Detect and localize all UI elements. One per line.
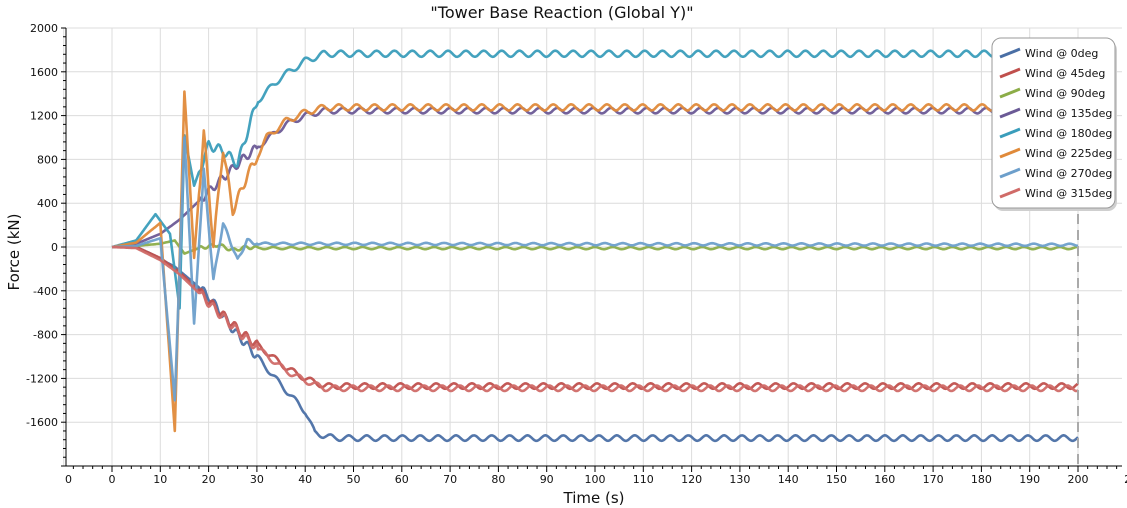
x-tick-label: 60: [395, 473, 409, 486]
y-tick-label: -1200: [26, 372, 58, 385]
legend-swatch: [999, 167, 1021, 179]
legend-swatch: [999, 187, 1021, 199]
y-axis-label: Force (kN): [5, 214, 23, 291]
x-tick-label: 130: [729, 473, 750, 486]
x-tick-label: 0: [109, 473, 116, 486]
x-tick-label: 70: [443, 473, 457, 486]
legend-swatch: [999, 67, 1021, 79]
series-group: [111, 49, 1079, 443]
x-tick-label: 150: [826, 473, 847, 486]
series-line-wind-45deg: [111, 245, 1079, 391]
series-line-wind-225deg: [111, 90, 1079, 433]
series-line-wind-180deg: [111, 49, 1079, 310]
y-tick-label: 2000: [30, 22, 58, 35]
legend-entry[interactable]: Wind @ 45deg: [1025, 67, 1105, 80]
series-line-wind-90deg: [111, 239, 1079, 255]
x-tick-label: 90: [540, 473, 554, 486]
y-tick-label: 1200: [30, 110, 58, 123]
series-line-wind-0deg: [111, 245, 1079, 443]
y-tick-label: 1600: [30, 66, 58, 79]
x-tick-label: 110: [633, 473, 654, 486]
x-tick-label: 160: [874, 473, 895, 486]
legend[interactable]: Wind @ 0deg Wind @ 45deg Wind @ 90deg Wind …: [991, 37, 1117, 211]
y-tick-label: 800: [37, 153, 58, 166]
x-axis-label: Time (s): [563, 489, 625, 507]
legend-entry[interactable]: Wind @ 0deg: [1025, 47, 1098, 60]
y-tick-label: -800: [33, 329, 58, 342]
legend-swatch: [999, 107, 1021, 119]
x-tick-label: 21: [1124, 473, 1127, 486]
x-tick-label: 120: [681, 473, 702, 486]
y-tick-label: 0: [51, 241, 58, 254]
legend-entry[interactable]: Wind @ 270deg: [1025, 167, 1112, 180]
chart-title: "Tower Base Reaction (Global Y)": [430, 3, 693, 22]
x-tick-label: 50: [347, 473, 361, 486]
x-tick-label: 30: [250, 473, 264, 486]
x-tick-label: 170: [923, 473, 944, 486]
legend-entry[interactable]: Wind @ 180deg: [1025, 127, 1112, 140]
legend-entry[interactable]: Wind @ 135deg: [1025, 107, 1112, 120]
axes: 2000 1600 1200 800 400 0 -400 -800 -1200 -1600 0 0 1…: [26, 22, 1127, 486]
x-tick-label: 100: [585, 473, 606, 486]
legend-swatch: [999, 47, 1021, 59]
x-tick-label: 0: [65, 473, 72, 486]
legend-entry[interactable]: Wind @ 315deg: [1025, 187, 1112, 200]
legend-entry[interactable]: Wind @ 225deg: [1025, 147, 1112, 160]
y-tick-label: 400: [37, 197, 58, 210]
legend-swatch: [999, 147, 1021, 159]
legend-swatch: [999, 87, 1021, 99]
x-tick-label: 200: [1068, 473, 1089, 486]
legend-entry[interactable]: Wind @ 90deg: [1025, 87, 1105, 100]
x-tick-label: 10: [153, 473, 167, 486]
x-tick-label: 190: [1019, 473, 1040, 486]
y-tick-label: -1600: [26, 416, 58, 429]
x-tick-label: 80: [491, 473, 505, 486]
x-tick-label: 140: [778, 473, 799, 486]
x-tick-label: 20: [202, 473, 216, 486]
x-tick-label: 180: [971, 473, 992, 486]
legend-swatch: [999, 127, 1021, 139]
y-tick-label: -400: [33, 285, 58, 298]
x-tick-label: 40: [298, 473, 312, 486]
series-line-wind-270deg: [111, 136, 1079, 402]
grid: [63, 27, 1122, 466]
legend-box: [991, 37, 1116, 209]
series-line-wind-315deg: [111, 245, 1079, 393]
